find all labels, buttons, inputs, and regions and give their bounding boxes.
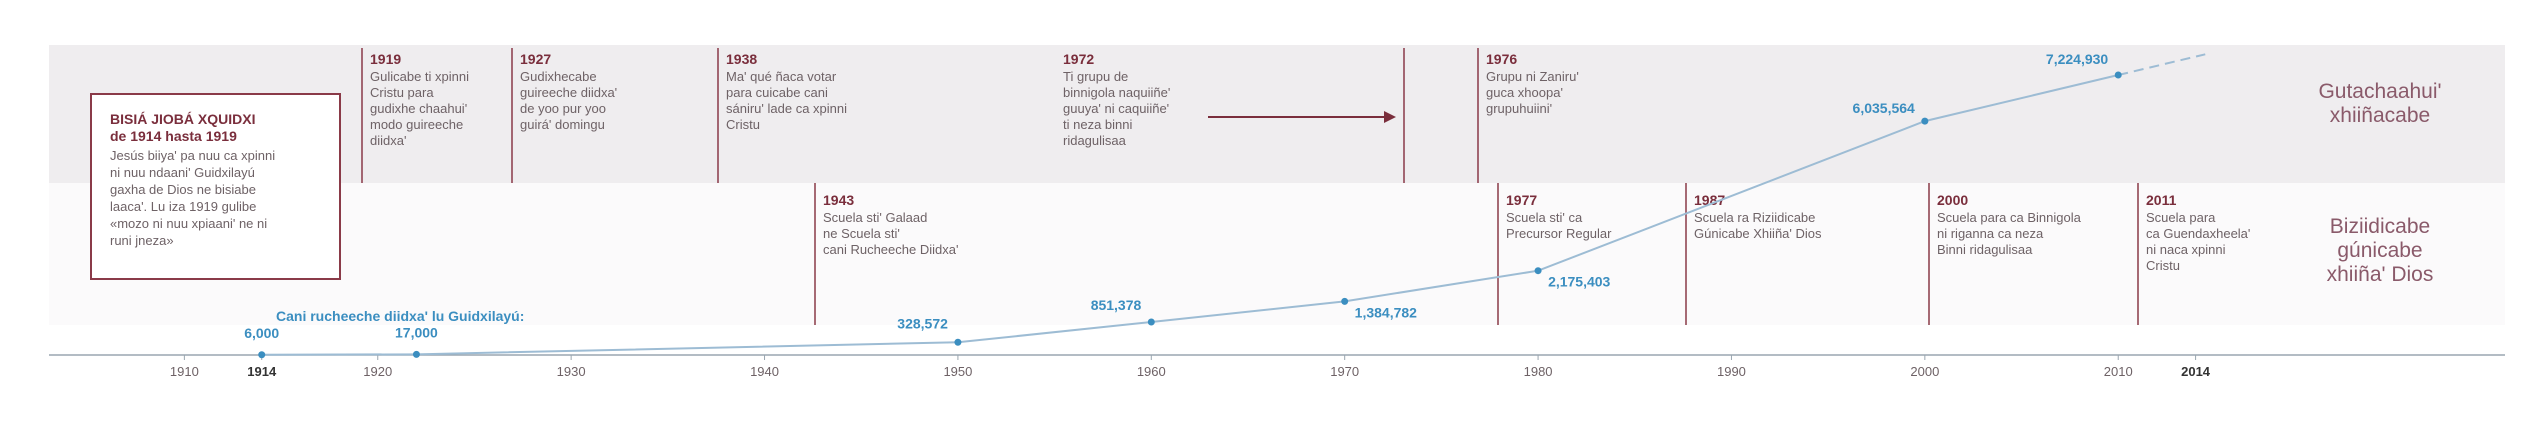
x-tick-label: 2014: [2181, 364, 2211, 379]
data-point: [1147, 318, 1155, 326]
event-year: 1972: [1063, 51, 1094, 67]
band-label: Biziidicabe: [2330, 215, 2430, 238]
event-text: ca Guendaxheela': [2146, 226, 2250, 241]
x-tick-label: 1950: [943, 364, 972, 379]
event-text: Grupu ni Zaniru': [1486, 69, 1579, 84]
event-text: Cristu: [2146, 258, 2180, 273]
event-text: Cristu: [726, 117, 760, 132]
event-text: guuya' ni caquiiñe': [1063, 101, 1169, 116]
event-year: 1919: [370, 51, 401, 67]
event-text: guca xhoopa': [1486, 85, 1563, 100]
band-label: xhiiña' Dios: [2327, 263, 2434, 286]
x-tick-label: 1980: [1524, 364, 1553, 379]
intro-box: [90, 93, 341, 280]
intro-text: «mozo ni nuu xpiaani' ne ni: [110, 216, 267, 231]
event-text: binnigola naquiiñe': [1063, 85, 1170, 100]
event-text: modo guireeche: [370, 117, 463, 132]
intro-text: gaxha de Dios ne bisiabe: [110, 182, 256, 197]
event-text: Ti grupu de: [1063, 69, 1128, 84]
event-text: gudixhe chaahui': [370, 101, 467, 116]
value-label: 328,572: [897, 315, 948, 331]
event-year: 1938: [726, 51, 757, 67]
event-year: 1943: [823, 192, 854, 208]
value-label: 2,175,403: [1548, 274, 1610, 290]
data-point: [412, 350, 420, 358]
event-text: Scuela sti' Galaad: [823, 210, 927, 225]
intro-text: laaca'. Lu iza 1919 gulibe: [110, 199, 256, 214]
upper-band: [49, 45, 2505, 183]
series-line: [261, 74, 2119, 356]
intro-text: runi jneza»: [110, 233, 174, 248]
event-text: Gúnicabe Xhiiña' Dios: [1694, 226, 1822, 241]
event-text: Precursor Regular: [1506, 226, 1612, 241]
event-text: para cuicabe cani: [726, 85, 828, 100]
intro-title: de 1914 hasta 1919: [110, 128, 237, 144]
event-text: guireeche diidxa': [520, 85, 617, 100]
event-text: Scuela para: [2146, 210, 2216, 225]
x-tick-label: 1914: [247, 364, 277, 379]
band-label: Gutachaahui': [2318, 80, 2441, 103]
event-text: ne Scuela sti': [823, 226, 900, 241]
value-label: 17,000: [395, 324, 438, 340]
data-point: [1534, 267, 1542, 275]
event-text: grupuhuiini': [1486, 101, 1552, 116]
event-text: cani Rucheeche Diidxa': [823, 242, 958, 257]
event-text: Ma' qué ñaca votar: [726, 69, 837, 84]
data-point: [2114, 71, 2122, 79]
data-point: [258, 351, 266, 359]
event-text: Binni ridagulisaa: [1937, 242, 2033, 257]
series-label: Cani rucheeche diidxa' lu Guidxilayú:: [276, 308, 524, 324]
x-tick-label: 1940: [750, 364, 779, 379]
event-text: diidxa': [370, 133, 406, 148]
x-tick-label: 1990: [1717, 364, 1746, 379]
event-text: sániru' lade ca xpinni: [726, 101, 847, 116]
value-label: 1,384,782: [1355, 304, 1417, 320]
event-year: 1976: [1486, 51, 1517, 67]
x-tick-label: 1910: [170, 364, 199, 379]
arrow-head: [1384, 111, 1396, 123]
event-year: 1927: [520, 51, 551, 67]
intro-text: Jesús biiya' pa nuu ca xpinni: [110, 148, 275, 163]
event-text: Scuela para ca Binnigola: [1937, 210, 2082, 225]
event-text: guirá' domingu: [520, 117, 605, 132]
event-text: de yoo pur yoo: [520, 101, 606, 116]
event-text: Gulicabe ti xpinni: [370, 69, 469, 84]
event-year: 1987: [1694, 192, 1725, 208]
x-tick-label: 1930: [557, 364, 586, 379]
data-point: [954, 338, 962, 346]
band-label: gúnicabe: [2337, 239, 2422, 262]
value-label: 7,224,930: [2046, 51, 2108, 67]
x-tick-label: 1960: [1137, 364, 1166, 379]
event-text: Scuela ra Riziidicabe: [1694, 210, 1815, 225]
data-point: [1921, 117, 1929, 125]
event-text: ni naca xpinni: [2146, 242, 2226, 257]
x-tick-label: 2000: [1910, 364, 1939, 379]
event-year: 1977: [1506, 192, 1537, 208]
band-label: xhiiñacabe: [2330, 104, 2430, 127]
event-year: 2000: [1937, 192, 1968, 208]
value-label: 6,035,564: [1853, 100, 1915, 116]
data-point: [1341, 297, 1349, 305]
x-tick-label: 2010: [2104, 364, 2133, 379]
value-label: 6,000: [244, 325, 279, 341]
event-text: ridagulisaa: [1063, 133, 1127, 148]
event-text: ni riganna ca neza: [1937, 226, 2044, 241]
event-text: ti neza binni: [1063, 117, 1132, 132]
event-text: Gudixhecabe: [520, 69, 597, 84]
intro-title: BISIÁ JIOBÁ XQUIDXI: [110, 111, 255, 127]
lower-band: [49, 183, 2505, 325]
x-tick-label: 1970: [1330, 364, 1359, 379]
intro-text: ni nuu ndaani' Guidxilayú: [110, 165, 255, 180]
event-year: 2011: [2146, 192, 2177, 208]
event-text: Cristu para: [370, 85, 434, 100]
value-label: 851,378: [1091, 297, 1142, 313]
event-text: Scuela sti' ca: [1506, 210, 1583, 225]
x-tick-label: 1920: [363, 364, 392, 379]
